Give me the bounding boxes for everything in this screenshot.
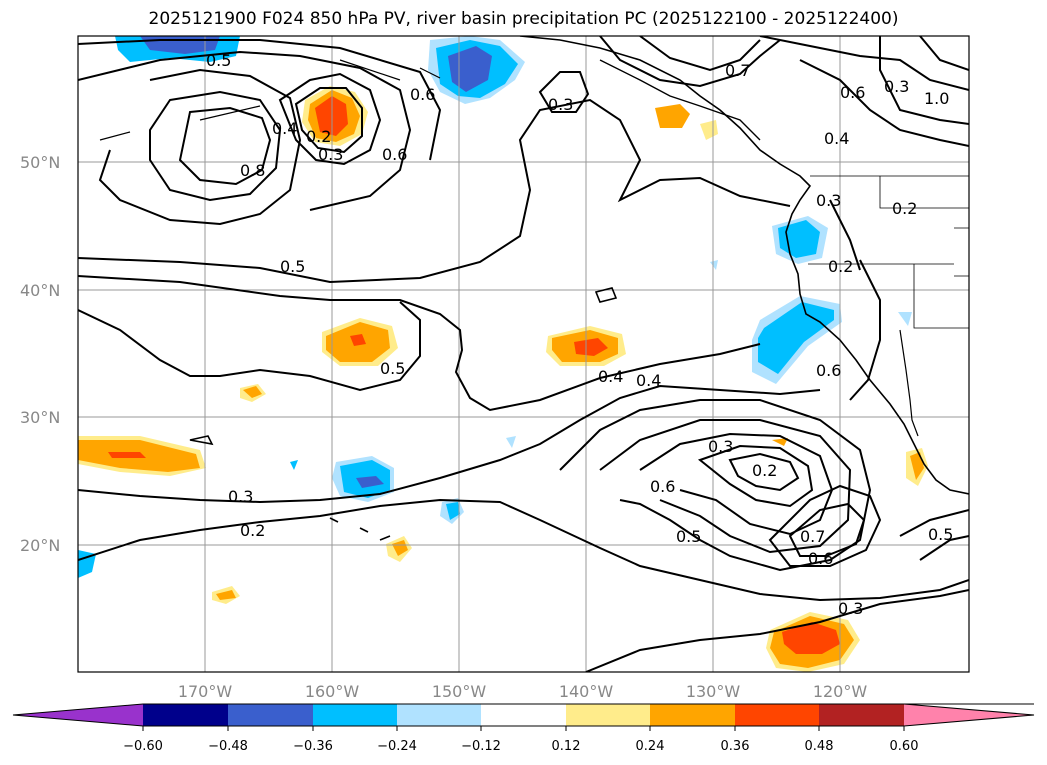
colorbar-segment xyxy=(819,704,904,726)
latitude-labels: 50°N 40°N 30°N 20°N xyxy=(20,153,60,555)
contour-label: 0.5 xyxy=(206,51,231,70)
colorbar-tick: 0.48 xyxy=(805,739,834,754)
colorbar-tick: 0.12 xyxy=(552,739,581,754)
contour-label: 0.3 xyxy=(816,191,841,210)
contour-label: 0.3 xyxy=(548,95,573,114)
contour-label: 0.4 xyxy=(636,371,661,390)
colorbar-segment xyxy=(650,704,735,726)
colorbar-segment xyxy=(143,704,228,726)
contour-label: 0.6 xyxy=(840,83,865,102)
colorbar: −0.60 −0.48 −0.36 −0.24 −0.12 0.12 0.24 … xyxy=(12,703,1035,754)
contour-label: 0.6 xyxy=(808,549,833,568)
lon-label: 170°W xyxy=(178,682,233,701)
colorbar-tick: 0.24 xyxy=(636,739,665,754)
map-title: 2025121900 F024 850 hPa PV, river basin … xyxy=(148,9,899,29)
lat-label: 30°N xyxy=(20,408,60,427)
contour-label: 0.2 xyxy=(828,257,853,276)
colorbar-segment xyxy=(397,704,481,726)
colorbar-tick: −0.48 xyxy=(208,739,248,754)
colorbar-segment xyxy=(735,704,819,726)
plot-frame xyxy=(77,35,970,673)
contour-label: 0.6 xyxy=(382,145,407,164)
contour-label: 0.3 xyxy=(708,437,733,456)
lat-label: 20°N xyxy=(20,536,60,555)
lat-label: 40°N xyxy=(20,281,60,300)
colorbar-tick: 0.36 xyxy=(721,739,750,754)
colorbar-extend-high xyxy=(904,704,1034,726)
contour-label: 0.5 xyxy=(280,257,305,276)
contour-label: 0.7 xyxy=(800,527,825,546)
lat-label: 50°N xyxy=(20,153,60,172)
longitude-labels: 170°W 160°W 150°W 140°W 130°W 120°W xyxy=(178,682,868,701)
colorbar-tick: 0.60 xyxy=(890,739,919,754)
lon-label: 160°W xyxy=(305,682,360,701)
contour-label: 0.5 xyxy=(676,527,701,546)
contour-label: 0.4 xyxy=(598,367,623,386)
colorbar-tick: −0.24 xyxy=(377,739,417,754)
contour-label: 0.2 xyxy=(240,521,265,540)
contour-label: 0.6 xyxy=(410,85,435,104)
contour-label: 0.3 xyxy=(884,77,909,96)
colorbar-segment xyxy=(313,704,397,726)
lon-label: 130°W xyxy=(686,682,741,701)
contour-labels: 0.5 0.6 0.7 0.6 0.3 0.4 0.2 0.3 0.6 0.8 … xyxy=(206,51,953,618)
colorbar-tick: −0.12 xyxy=(461,739,501,754)
contour-label: 0.2 xyxy=(752,461,777,480)
contour-label: 0.7 xyxy=(725,61,750,80)
lon-label: 120°W xyxy=(813,682,868,701)
lon-label: 150°W xyxy=(432,682,487,701)
lon-label: 140°W xyxy=(559,682,614,701)
contour-label: 0.4 xyxy=(824,129,849,148)
contour-label: 0.6 xyxy=(816,361,841,380)
contour-label: 1.0 xyxy=(924,89,949,108)
contour-label: 0.3 xyxy=(318,145,343,164)
colorbar-segment xyxy=(566,704,650,726)
colorbar-tick: −0.60 xyxy=(123,739,163,754)
colorbar-segment xyxy=(228,704,313,726)
contour-label: 0.2 xyxy=(306,127,331,146)
colorbar-segment xyxy=(481,704,566,726)
contour-label: 0.8 xyxy=(240,161,265,180)
pv-contours xyxy=(78,36,969,672)
contour-label: 0.4 xyxy=(272,119,297,138)
contour-label: 0.3 xyxy=(838,599,863,618)
contour-label: 0.5 xyxy=(380,359,405,378)
colorbar-tick: −0.36 xyxy=(293,739,333,754)
contour-label: 0.2 xyxy=(892,199,917,218)
contour-label: 0.6 xyxy=(650,477,675,496)
coastlines xyxy=(99,36,969,541)
contour-label: 0.3 xyxy=(228,487,253,506)
colorbar-extend-low xyxy=(13,704,143,726)
contour-label: 0.5 xyxy=(928,525,953,544)
graticule xyxy=(78,36,969,672)
